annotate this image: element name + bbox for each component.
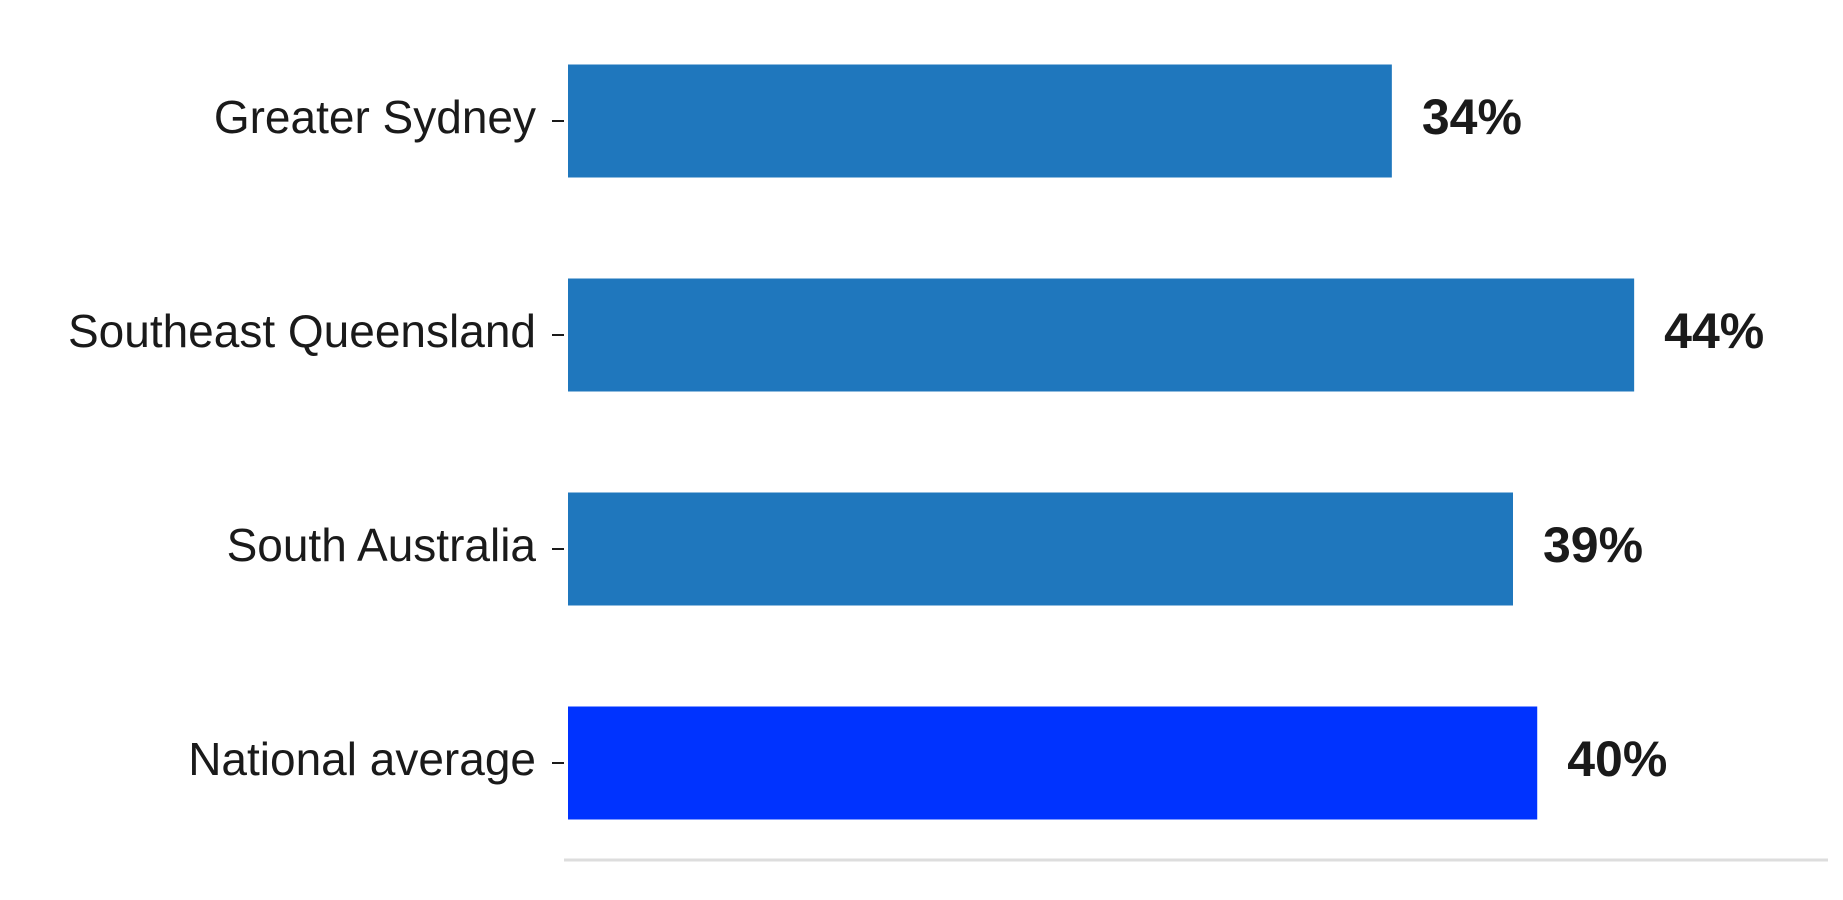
bar — [568, 492, 1513, 606]
value-label: 44% — [1664, 303, 1764, 359]
y-tick-label: Greater Sydney — [214, 91, 536, 143]
y-tick-label: National average — [188, 733, 536, 785]
bar — [568, 278, 1635, 392]
value-label: 40% — [1567, 731, 1667, 787]
bar — [568, 706, 1538, 820]
y-tick-label: Southeast Queensland — [68, 305, 536, 357]
bar — [568, 64, 1392, 178]
y-tick-label: South Australia — [227, 519, 537, 571]
value-label: 34% — [1422, 89, 1522, 145]
value-label: 39% — [1543, 517, 1643, 573]
